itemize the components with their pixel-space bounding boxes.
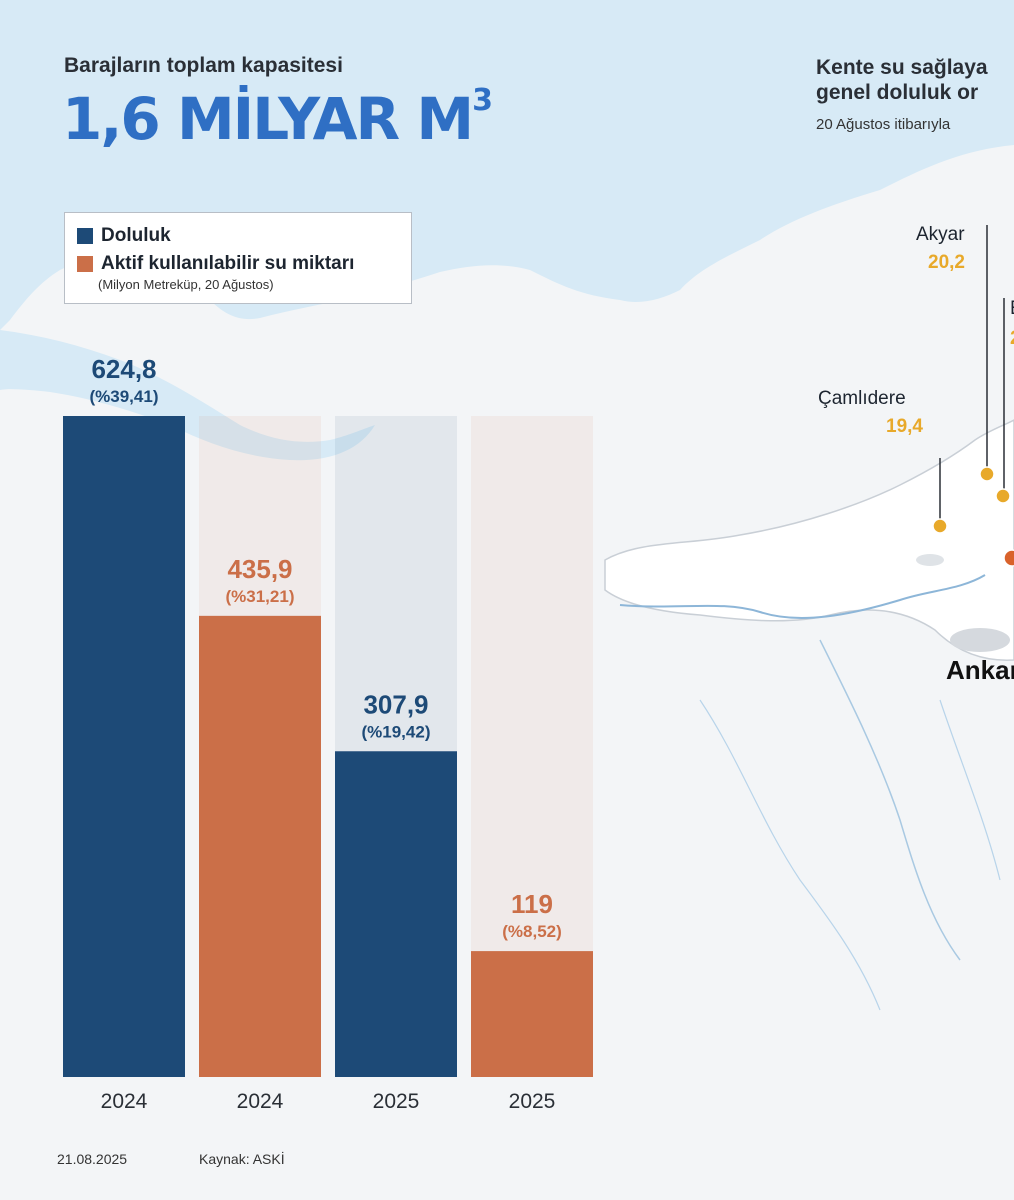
footer-date: 21.08.2025	[57, 1151, 128, 1167]
marmara-shape	[0, 330, 375, 461]
legend-item-aktif: Aktif kullanılabilir su miktarı	[77, 253, 354, 275]
data-label-4: 119	[511, 889, 553, 919]
dam-name-camlidere: Çamlıdere	[818, 388, 906, 409]
map-date: 20 Ağustos itibarıyla	[816, 116, 951, 133]
map-title-line1: Kente su sağlaya	[816, 56, 988, 79]
data-label-1: 624,8	[91, 354, 156, 384]
legend-label-doluluk: Doluluk	[101, 225, 171, 246]
dam-marker-akyar	[979, 466, 995, 482]
bar-2	[199, 615, 321, 1077]
bar-3	[335, 751, 457, 1077]
footer-source: Kaynak: ASKİ	[199, 1151, 285, 1167]
x-tick-label-3: 2025	[373, 1090, 420, 1113]
percent-label-4: (%8,52)	[502, 922, 562, 941]
bar-4	[471, 951, 593, 1077]
x-tick-label-4: 2025	[509, 1090, 556, 1113]
dam-name-akyar: Akyar	[916, 224, 965, 245]
city-marker-ankara	[1003, 549, 1014, 567]
data-label-3: 307,9	[363, 689, 428, 719]
data-label-2: 435,9	[227, 554, 292, 584]
legend-swatch-aktif	[77, 256, 93, 272]
dam-value-akyar: 20,2	[928, 252, 965, 273]
percent-label-2: (%31,21)	[226, 587, 295, 606]
chart-subtitle: Barajların toplam kapasitesi	[64, 54, 343, 77]
x-tick-label-1: 2024	[101, 1090, 148, 1113]
legend-item-doluluk: Doluluk	[77, 225, 171, 247]
percent-label-3: (%19,42)	[362, 722, 431, 741]
dam-value-camlidere: 19,4	[886, 416, 923, 437]
total-capacity-title: 1,6 MİLYAR M3	[62, 86, 493, 149]
legend-swatch-doluluk	[77, 228, 93, 244]
total-capacity-value: 1,6 MİLYAR M	[62, 85, 474, 153]
dam-name-partial: E	[1010, 298, 1014, 320]
bar-1	[63, 416, 185, 1077]
x-tick-label-2: 2024	[237, 1090, 284, 1113]
total-capacity-superscript: 3	[472, 83, 493, 118]
percent-label-1: (%39,41)	[90, 387, 159, 406]
dam-marker-partial	[995, 488, 1011, 504]
chart-legend: Doluluk Aktif kullanılabilir su miktarı …	[64, 212, 412, 304]
map-title-line2: genel doluluk or	[816, 81, 979, 104]
dam-marker-camlidere	[932, 518, 948, 534]
legend-label-aktif: Aktif kullanılabilir su miktarı	[101, 253, 355, 274]
legend-note: (Milyon Metreküp, 20 Ağustos)	[98, 277, 274, 292]
dam-value-partial: 2	[1010, 328, 1014, 350]
map-title: Kente su sağlaya genel doluluk or	[816, 55, 988, 105]
city-label-ankara: Ankar	[946, 655, 1014, 685]
